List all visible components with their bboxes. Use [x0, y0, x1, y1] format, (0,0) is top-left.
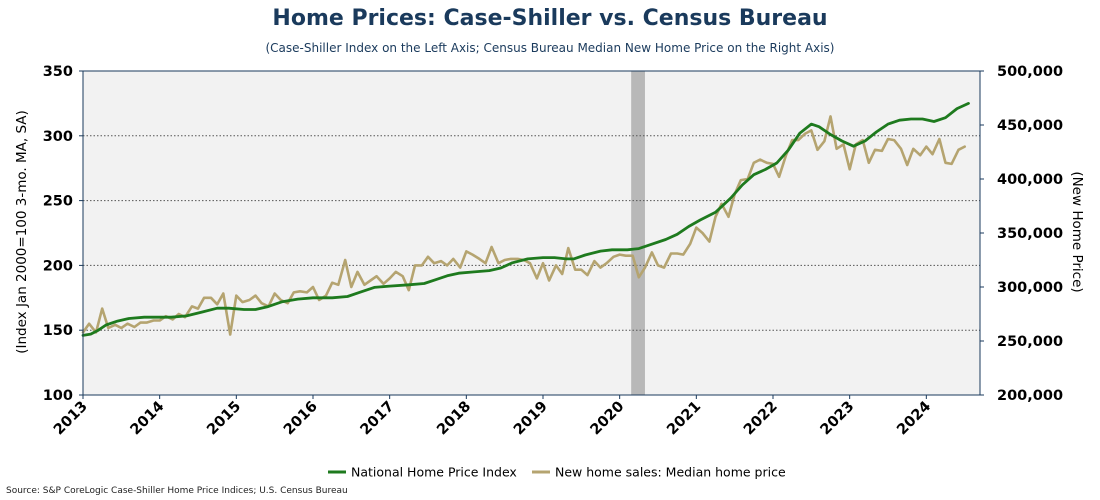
x-tick-label: 2022: [741, 399, 781, 439]
x-tick-label: 2015: [204, 399, 244, 439]
y-left-tick-label: 200: [43, 258, 73, 274]
y-right-tick-label: 450,000: [997, 118, 1063, 134]
y-left-tick-label: 350: [43, 64, 73, 80]
y-axis-right-label: (New Home Price): [1069, 171, 1085, 292]
x-tick-label: 2019: [511, 399, 551, 439]
legend: National Home Price Index New home sales:…: [328, 465, 786, 480]
plot-area: [83, 71, 980, 395]
x-tick-label: 2014: [128, 399, 168, 439]
y-left-tick-label: 250: [43, 194, 73, 210]
x-tick-label: 2020: [588, 399, 628, 439]
y-axis-right: 200,000 250,000 300,000 350,000 400,000 450,0…: [980, 64, 1063, 404]
chart-canvas: 100 150 200 250 300 350 200,000 250,000 300,000…: [14, 64, 1085, 480]
plot-background: [83, 71, 980, 395]
y-right-tick-label: 500,000: [997, 64, 1063, 80]
y-left-tick-label: 150: [43, 323, 73, 339]
x-tick-label: 2024: [894, 399, 934, 439]
x-tick-label: 2023: [818, 399, 858, 439]
source-note: Source: S&P CoreLogic Case-Shiller Home …: [6, 486, 348, 496]
y-right-tick-label: 400,000: [997, 172, 1063, 188]
x-axis: 2013 2014 2015 2016 2017 2018 2019 2020 2021 2022…: [51, 395, 934, 438]
y-left-tick-label: 100: [43, 388, 73, 404]
y-right-tick-label: 250,000: [997, 334, 1063, 350]
x-tick-label: 2017: [358, 399, 398, 439]
x-tick-label: 2021: [664, 399, 704, 439]
chart-title: Home Prices: Case-Shiller vs. Census Bur…: [272, 6, 828, 31]
y-axis-left-label: (Index Jan 2000=100 3-mo. MA, SA): [14, 110, 30, 354]
y-right-tick-label: 200,000: [997, 388, 1063, 404]
x-tick-label: 2016: [281, 399, 321, 439]
recession-bar: [631, 71, 645, 395]
series-layer: [81, 102, 970, 337]
series-line-national-home-price-index: [81, 102, 970, 337]
x-tick-label: 2018: [434, 399, 474, 439]
x-tick-label: 2013: [51, 399, 91, 439]
y-right-tick-label: 300,000: [997, 280, 1063, 296]
y-right-tick-label: 350,000: [997, 226, 1063, 242]
legend-label: New home sales: Median home price: [555, 465, 786, 480]
legend-label: National Home Price Index: [351, 465, 517, 480]
chart-subtitle: (Case-Shiller Index on the Left Axis; Ce…: [265, 41, 835, 55]
y-axis-left: 100 150 200 250 300 350: [43, 64, 83, 404]
recession-shading-layer: [631, 71, 645, 395]
y-left-tick-label: 300: [43, 129, 73, 145]
